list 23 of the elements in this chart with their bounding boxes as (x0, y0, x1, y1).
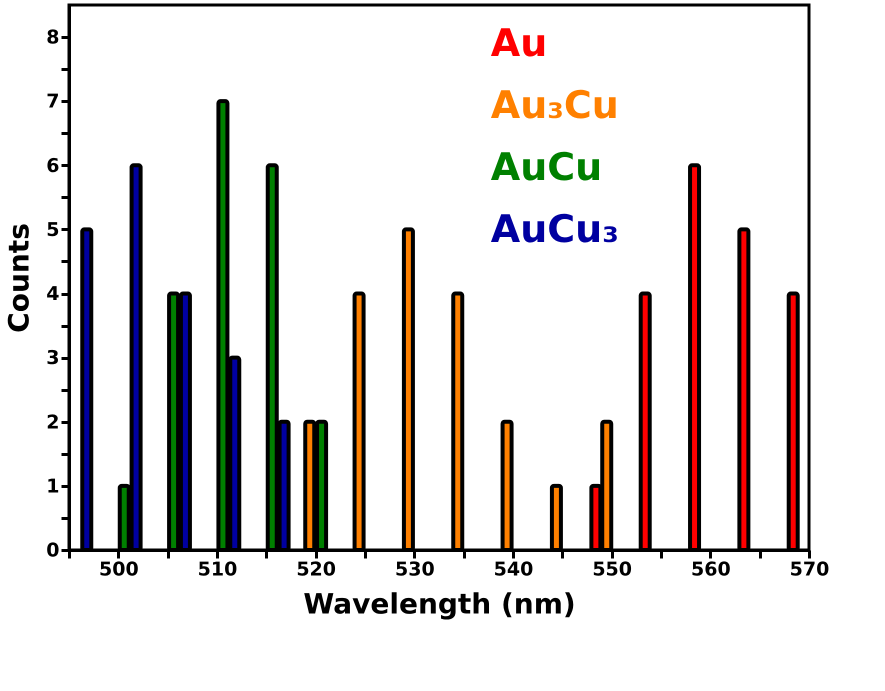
x-tick-label: 540 (494, 558, 534, 580)
y-axis-title: Counts (2, 223, 36, 333)
y-tick-label: 7 (46, 90, 60, 113)
y-tick-label: 1 (46, 475, 60, 498)
y-tick-label: 3 (46, 347, 60, 370)
text: AuCu₃ (490, 207, 619, 251)
y-tick-label: 5 (46, 218, 60, 241)
y-tick-label: 0 (46, 540, 60, 562)
x-tick-label: 520 (296, 558, 336, 580)
x-tick-label: 560 (690, 558, 731, 580)
text: AuCu (490, 145, 602, 189)
y-tick-label: 8 (46, 26, 60, 49)
y-tick-label: 4 (46, 283, 60, 306)
y-tick-label: 2 (46, 411, 60, 434)
x-axis-title: Wavelength (nm) (303, 588, 576, 620)
x-tick-label: 570 (790, 558, 830, 580)
y-tick-label: 6 (46, 154, 60, 177)
x-tick-label: 530 (394, 558, 435, 580)
text: Au₃Cu (490, 83, 619, 127)
text: Au (490, 21, 548, 65)
x-tick-label: 500 (98, 558, 139, 580)
x-tick-label: 550 (592, 558, 632, 580)
x-tick-label: 510 (198, 558, 238, 580)
